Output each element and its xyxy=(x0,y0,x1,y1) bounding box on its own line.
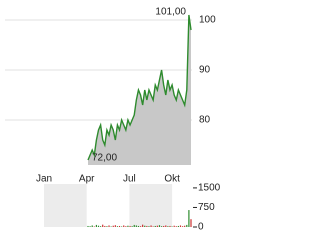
volume-bar xyxy=(179,225,182,227)
y-tick-label: 90 xyxy=(199,65,211,76)
volume-bar xyxy=(152,226,154,227)
volume-bar xyxy=(154,225,156,227)
volume-bar xyxy=(139,226,142,227)
annotation: 101,00 xyxy=(155,7,186,18)
volume-bar xyxy=(184,225,186,227)
y-tick-label: 100 xyxy=(199,15,216,26)
volume-bar xyxy=(171,226,173,227)
volume-bar xyxy=(108,225,110,227)
volume-bar xyxy=(114,225,116,227)
volume-bar xyxy=(186,224,188,227)
price-line xyxy=(87,14,192,161)
volume-bar xyxy=(144,225,146,227)
y-tick-label: 0 xyxy=(198,222,204,232)
volume-bar xyxy=(160,226,163,227)
volume-bar xyxy=(112,225,114,227)
volume-bar xyxy=(118,225,121,227)
volume-bar xyxy=(121,226,123,227)
volume-bar xyxy=(165,225,167,227)
y-tick-label: 750 xyxy=(198,202,215,213)
volume-bar xyxy=(175,226,177,227)
x-tick-label: Jan xyxy=(36,174,52,185)
volume-bar xyxy=(163,225,165,227)
volume-bar xyxy=(133,224,135,227)
volume-bar xyxy=(156,225,158,227)
volume-bar xyxy=(95,224,98,227)
volume-bar xyxy=(125,226,127,227)
volume-bar xyxy=(135,225,137,227)
volume-bar xyxy=(89,226,91,227)
volume-bar xyxy=(100,226,102,227)
x-tick-label: Okt xyxy=(164,174,180,185)
volume-bar xyxy=(142,224,144,227)
volume-bar xyxy=(131,226,133,227)
volume-bar xyxy=(97,225,100,227)
volume-bar xyxy=(110,226,112,227)
volume-bar xyxy=(102,224,104,227)
volume-bar xyxy=(129,225,131,227)
volume-bar xyxy=(188,210,190,227)
volume-bar xyxy=(123,225,125,227)
volume-bar xyxy=(91,225,93,227)
chart: 80 90 100 101,00 72,00 Jan Apr Jul Okt 0 750 1500 xyxy=(5,7,221,232)
period-band xyxy=(129,184,173,227)
volume-bar xyxy=(150,225,152,227)
volume-bar xyxy=(190,219,192,227)
volume-bar xyxy=(137,225,140,227)
y-tick-label: 80 xyxy=(199,115,211,126)
y-tick-label: 1500 xyxy=(198,183,221,194)
volume-bar xyxy=(181,226,184,227)
volume-bar xyxy=(127,225,129,227)
x-tick-label: Apr xyxy=(79,174,95,185)
volume-bar xyxy=(93,226,95,227)
volume-bar xyxy=(87,225,89,227)
area-fill xyxy=(88,15,191,165)
volume-bar xyxy=(116,226,119,227)
x-tick-label: Jul xyxy=(123,174,136,185)
volume-bar xyxy=(148,226,150,227)
volume-bar xyxy=(106,226,108,227)
volume-bar xyxy=(158,225,161,227)
volume-bar xyxy=(146,225,148,227)
volume-bar xyxy=(104,225,106,227)
volume-bar xyxy=(169,225,171,227)
volume-bar xyxy=(177,225,179,227)
period-band xyxy=(44,184,87,227)
volume-bar xyxy=(173,225,175,227)
annotation: 72,00 xyxy=(92,153,117,164)
volume-bar xyxy=(167,226,169,227)
